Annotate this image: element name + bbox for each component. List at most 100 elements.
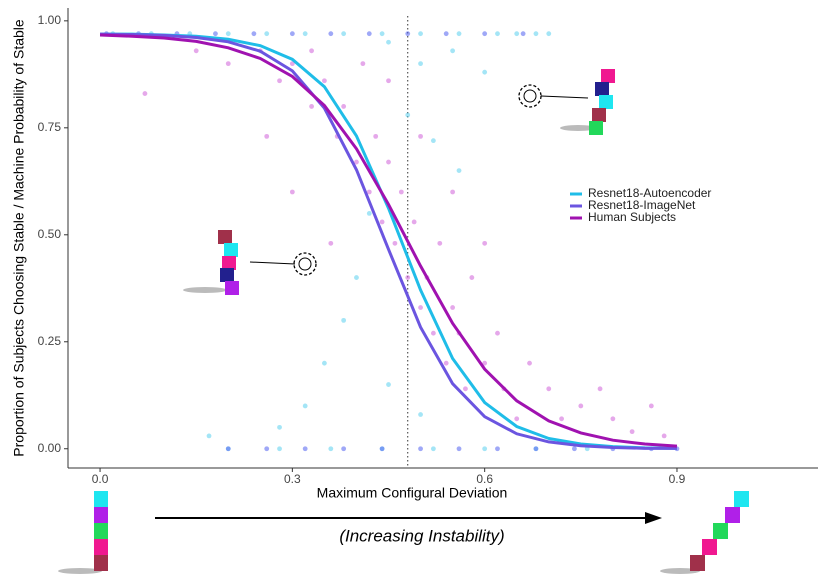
scatter-point: [443, 360, 449, 366]
scatter-point: [386, 39, 391, 45]
scatter-point: [341, 31, 347, 37]
scatter-point: [418, 446, 423, 452]
scatter-point: [411, 219, 417, 225]
scatter-point: [309, 104, 314, 109]
scatter-point: [206, 433, 212, 439]
scatter-point: [648, 403, 654, 409]
scatter-point: [405, 31, 411, 37]
fit-curve: [99, 33, 678, 448]
scatter-point: [495, 330, 500, 336]
scatter-point: [418, 61, 423, 67]
scatter-point: [495, 31, 500, 37]
scatter-point: [251, 31, 257, 37]
scatter-point: [610, 416, 616, 422]
scatter-point: [430, 138, 436, 144]
x-axis-title: Maximum Configural Deviation: [317, 485, 508, 501]
scatter-point: [354, 275, 359, 280]
x-tick-label: 0.0: [92, 472, 109, 486]
scatter-point: [418, 133, 423, 139]
scatter-point: [430, 330, 436, 336]
y-tick-label: 0.50: [38, 227, 62, 241]
scatter-point: [450, 189, 456, 195]
scatter-point: [264, 31, 270, 37]
scatter-point: [443, 31, 449, 37]
scatter-point: [277, 78, 282, 84]
inset-stack-right: [518, 69, 615, 135]
scatter-point: [578, 403, 584, 409]
scatter-point: [379, 31, 385, 37]
scatter-point: [482, 446, 488, 452]
scatter-point: [225, 31, 231, 37]
scatter-point: [366, 210, 372, 216]
scatter-point: [193, 48, 199, 54]
scatter-point: [533, 31, 539, 37]
scatter-point: [289, 61, 295, 67]
x-tick-label: 0.6: [476, 472, 493, 486]
scatter-point: [482, 31, 488, 37]
x-tick-label: 0.3: [284, 472, 301, 486]
scatter-point: [527, 360, 532, 366]
scatter-point: [302, 446, 308, 452]
scatter-point: [418, 305, 423, 310]
scatter-point: [437, 240, 443, 246]
scatter-point: [379, 446, 385, 452]
scatter-point: [514, 416, 520, 422]
annotation: (Increasing Instability): [339, 526, 504, 545]
scatter-point: [450, 48, 456, 54]
scatter-point: [430, 446, 436, 452]
y-tick-label: 0.75: [38, 120, 62, 134]
scatter-point: [341, 446, 347, 452]
scatter-point: [398, 189, 404, 195]
scatter-point: [520, 31, 526, 37]
scatter-point: [289, 31, 295, 37]
scatter-point: [328, 446, 334, 452]
scatter-point: [482, 360, 488, 366]
inset-stack-left: [183, 230, 317, 295]
scatter-point: [450, 305, 456, 310]
y-axis-title: Proportion of Subjects Choosing Stable /…: [11, 19, 27, 457]
scatter-point: [328, 240, 334, 246]
scatter-point: [559, 416, 564, 422]
scatter-point: [328, 31, 334, 37]
scatter-point: [546, 31, 552, 37]
scatter-point: [302, 31, 308, 37]
scatter-point: [405, 275, 411, 280]
scatter-point: [495, 446, 500, 452]
x-tick-label: 0.9: [669, 472, 686, 486]
scatter-point: [277, 424, 282, 430]
scatter-point: [225, 61, 231, 67]
scatter-point: [629, 429, 635, 435]
scatter-point: [213, 31, 218, 37]
plot-layer: 0.0 0.3 0.6 0.9 0.00 0.25 0.50 0.75 1.00 Resnet18…: [38, 8, 818, 486]
scatter-point: [379, 219, 385, 225]
scatter-point: [456, 31, 462, 37]
left-stack-icon: [58, 491, 108, 574]
scatter-point: [456, 446, 462, 452]
arrow: [155, 512, 662, 524]
scatter-point: [341, 317, 347, 323]
scatter-point: [418, 412, 423, 417]
scatter-point: [264, 446, 270, 452]
scatter-point: [456, 168, 462, 174]
scatter-point: [366, 189, 372, 195]
y-tick-label: 1.00: [38, 13, 62, 27]
scatter-point: [533, 446, 539, 452]
y-tick-label: 0.00: [38, 441, 62, 455]
scatter-point: [322, 360, 327, 366]
scatter-point: [264, 133, 270, 139]
scatter-point: [405, 112, 411, 118]
scatter-point: [277, 446, 282, 452]
legend-text: Human Subjects: [588, 210, 676, 224]
scatter-point: [386, 78, 391, 84]
scatter-point: [546, 386, 552, 392]
scatter-point: [482, 240, 488, 246]
scatter-point: [289, 189, 295, 195]
scatter-point: [354, 159, 359, 165]
scatter-point: [309, 48, 314, 54]
scatter-point: [360, 61, 366, 67]
scatter-point: [469, 275, 475, 280]
right-stack-icon: [660, 491, 749, 574]
legend-text: Resnet18-Autoencoder: [588, 186, 711, 200]
scatter-point: [341, 104, 347, 109]
